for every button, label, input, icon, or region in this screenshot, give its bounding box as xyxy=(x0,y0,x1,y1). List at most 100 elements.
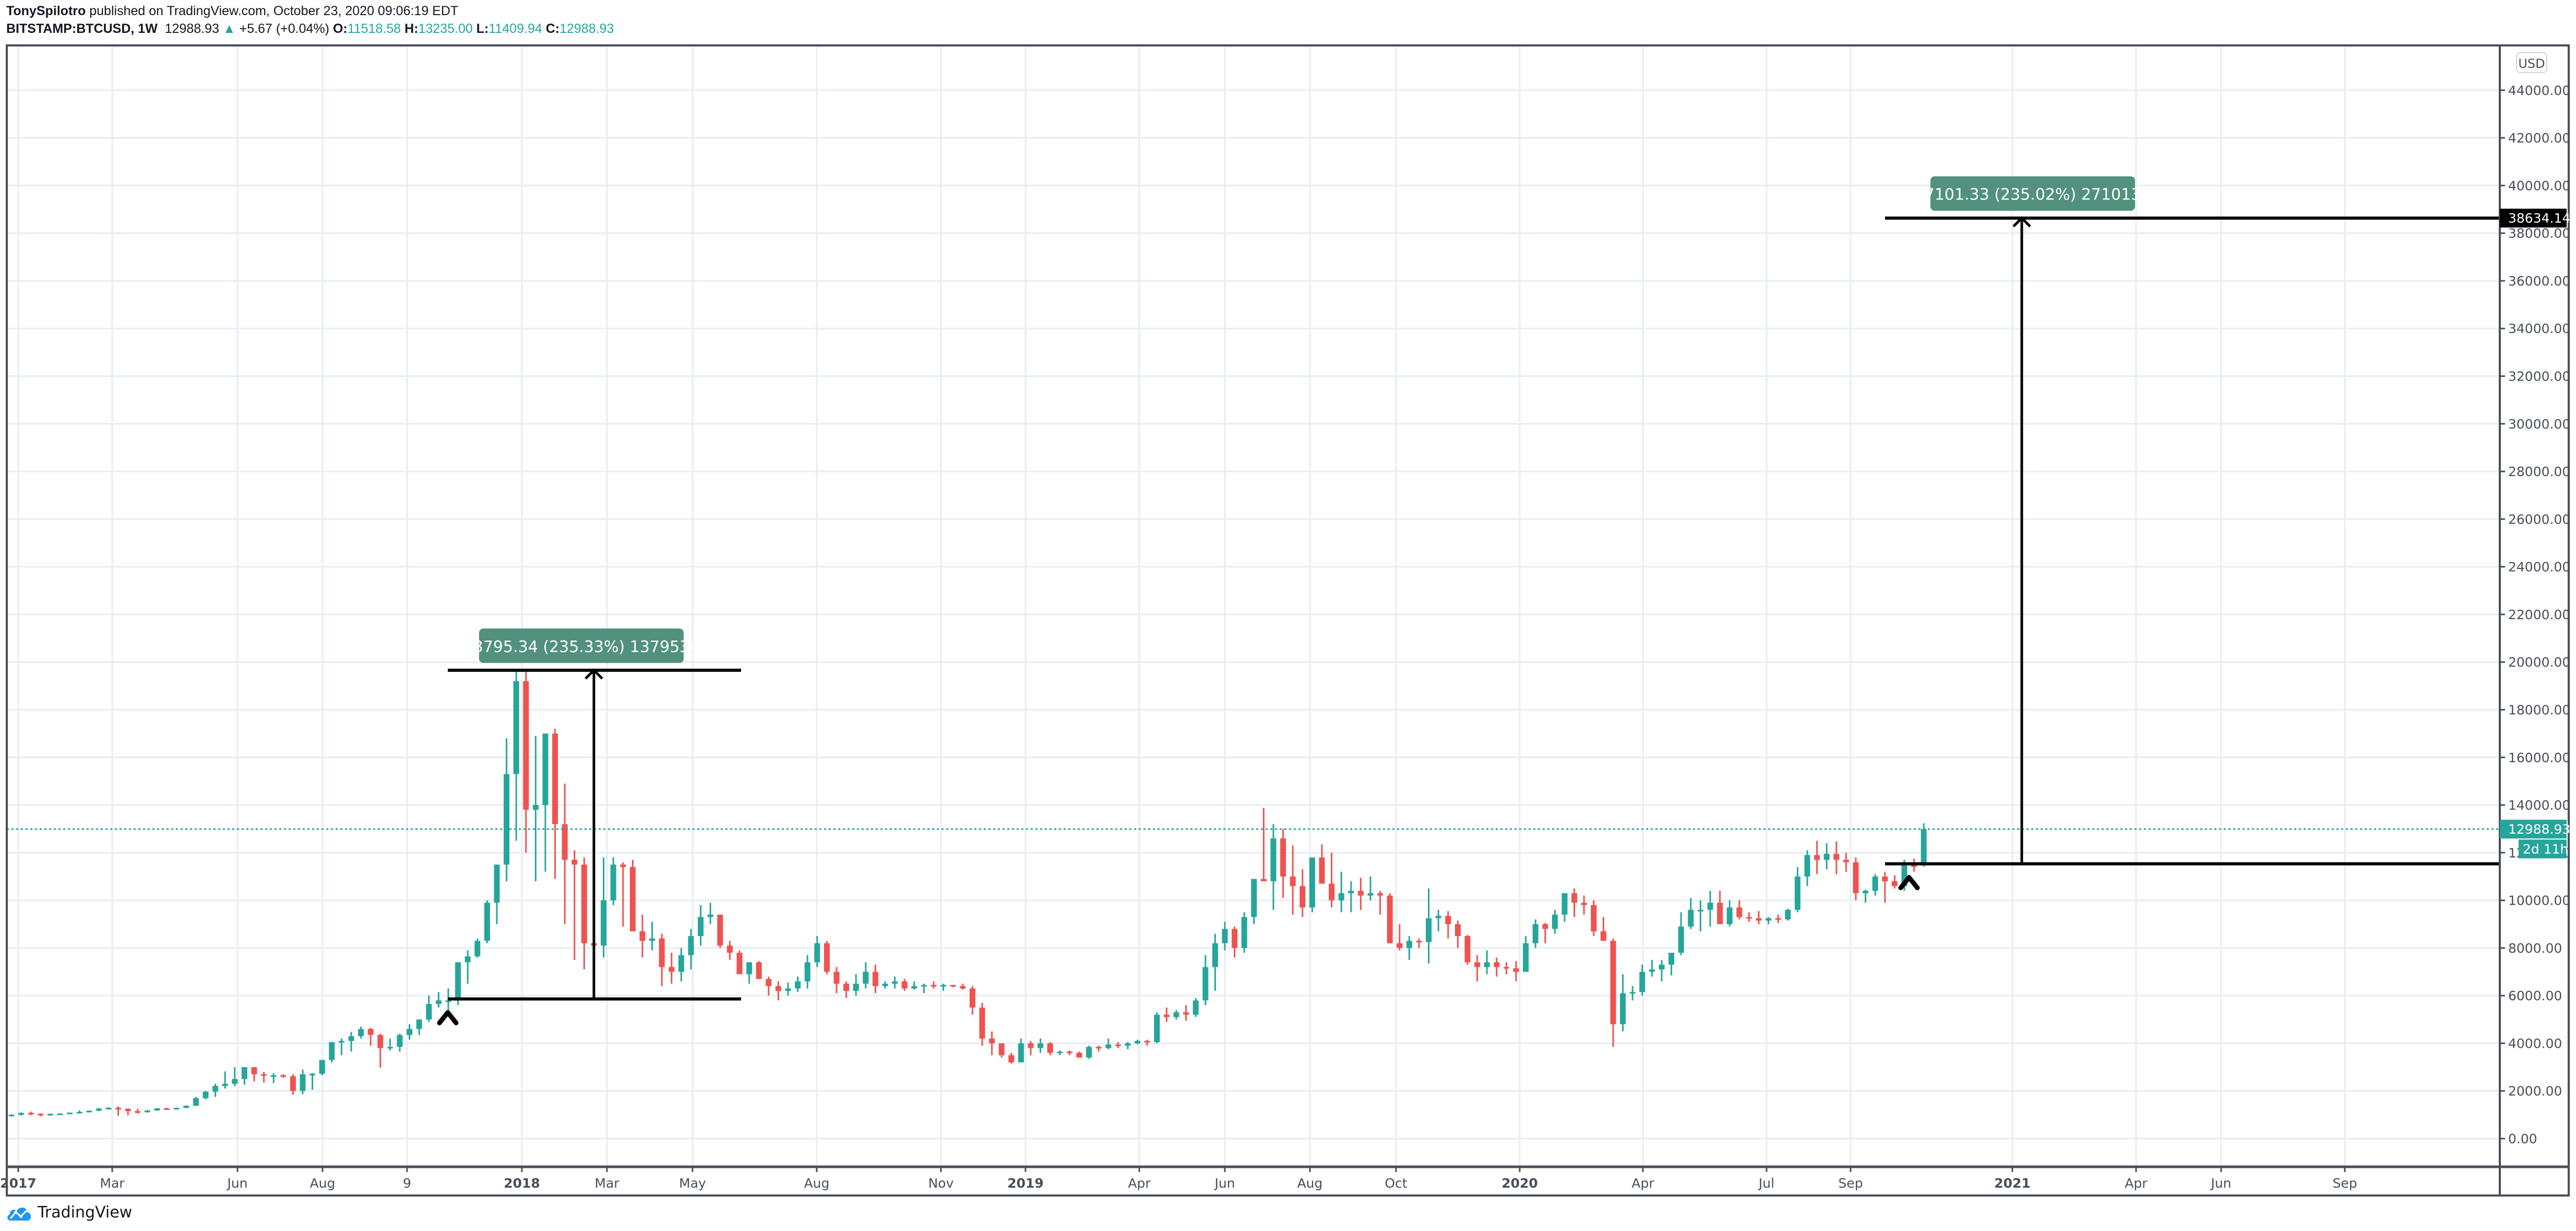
symbol-name: BITSTAMP:BTCUSD, 1W xyxy=(6,21,158,36)
candle-body xyxy=(1600,931,1606,941)
candle-body xyxy=(1095,1047,1102,1049)
candle-body xyxy=(620,865,626,867)
candle-up xyxy=(407,1024,413,1040)
measure-drawings[interactable]: 13795.34 (235.33%) 1379534 27101.33 (235.… xyxy=(7,176,2500,1025)
price-tick-label: 38000.00 xyxy=(2508,226,2570,241)
candle-up xyxy=(1338,871,1344,913)
candle-down xyxy=(736,950,743,975)
candle-body xyxy=(1474,962,1481,967)
candle-body xyxy=(901,981,908,989)
price-range-measure[interactable]: 13795.34 (235.33%) 1379534 xyxy=(448,628,741,1001)
candle-body xyxy=(1794,876,1800,910)
candle-up xyxy=(1202,955,1209,1005)
candle-up xyxy=(1125,1042,1131,1049)
price-tick-label: 22000.00 xyxy=(2508,607,2570,622)
candle-down xyxy=(1280,828,1286,898)
candle-body xyxy=(1882,876,1888,882)
candle-up xyxy=(1552,909,1558,934)
candle-down xyxy=(717,914,723,948)
candle-up xyxy=(397,1034,403,1052)
candle-body xyxy=(717,914,723,946)
candle-body xyxy=(1717,903,1723,925)
candle-up xyxy=(96,1108,102,1111)
candle-body xyxy=(1066,1051,1072,1054)
candle-body xyxy=(843,984,850,991)
candle-body xyxy=(1853,862,1859,893)
candle-down xyxy=(969,986,975,1015)
candle-up xyxy=(1086,1046,1092,1059)
candle-up xyxy=(853,974,859,996)
price-tick-label: 8000.00 xyxy=(2508,941,2562,956)
candle-down xyxy=(1756,911,1762,925)
price-axis[interactable]: USD 44000.00 42000.00 40000.00 38000.00 36000… xyxy=(2500,52,2570,1146)
candle-body xyxy=(474,941,481,956)
candle-body xyxy=(1222,929,1228,943)
candle-down xyxy=(901,979,908,991)
candle-down xyxy=(775,981,781,1001)
candle-down xyxy=(1814,841,1820,874)
close-value: 12988.93 xyxy=(559,21,614,36)
candle-up xyxy=(1639,964,1645,996)
candle-body xyxy=(1454,924,1461,937)
candle-body xyxy=(804,962,810,981)
candle-up xyxy=(1484,950,1490,975)
candle-up xyxy=(542,733,548,872)
price-range-measure[interactable]: 27101.33 (235.02%) 2710133 xyxy=(1885,176,2500,866)
time-axis[interactable]: 2017 Mar Jun Aug 9 2018 Mar May Aug Nov 2019 Apr Jun… xyxy=(0,1167,2357,1191)
author-name[interactable]: TonySpilotro xyxy=(6,4,86,18)
candle-up xyxy=(348,1032,354,1052)
candle-body xyxy=(358,1029,364,1036)
candle-down xyxy=(1591,900,1597,937)
candle-body xyxy=(688,936,694,955)
candle-up xyxy=(1426,888,1432,964)
tradingview-brand[interactable]: TradingView xyxy=(6,1203,132,1222)
candle-up xyxy=(940,984,947,991)
candle-up xyxy=(1348,881,1354,913)
candle-body xyxy=(989,1038,995,1044)
candle-body xyxy=(1668,953,1675,965)
candle-up xyxy=(309,1073,316,1090)
candle-down xyxy=(1028,1040,1034,1056)
candle-down xyxy=(1454,920,1461,948)
candle-down xyxy=(1076,1051,1082,1058)
candle-body xyxy=(1435,916,1441,918)
candle-body xyxy=(698,917,704,937)
candle-body xyxy=(38,1114,44,1116)
candle-down xyxy=(1600,917,1606,941)
candle-body xyxy=(1561,893,1568,915)
candle-up xyxy=(1523,936,1529,972)
candle-body xyxy=(426,1004,432,1020)
candle-body xyxy=(1008,1055,1015,1062)
candle-body xyxy=(1707,903,1713,910)
measure-label-text: 13795.34 (235.33%) 1379534 xyxy=(463,638,700,656)
candle-body xyxy=(571,860,578,865)
candle-body xyxy=(1202,967,1209,1001)
candle-up xyxy=(601,857,607,958)
candle-body xyxy=(1484,962,1490,967)
price-tick-label: 36000.00 xyxy=(2508,274,2570,289)
candle-body xyxy=(1086,1047,1092,1058)
candle-up xyxy=(1309,857,1315,913)
candle-down xyxy=(1853,857,1859,901)
candle-body xyxy=(1571,893,1578,903)
currency-label: USD xyxy=(2518,56,2545,71)
candle-up xyxy=(746,962,753,984)
candle-down xyxy=(523,671,529,853)
time-tick-label: 2018 xyxy=(504,1176,540,1191)
candle-up xyxy=(1863,890,1869,903)
candle-up xyxy=(1192,998,1199,1017)
time-tick-label: 9 xyxy=(403,1176,411,1191)
candle-body xyxy=(1843,860,1849,862)
candle-up xyxy=(1707,891,1713,927)
candle-up xyxy=(785,983,791,996)
currency-button[interactable]: USD xyxy=(2516,52,2547,73)
candle-body xyxy=(1173,1012,1179,1017)
candle-up xyxy=(86,1110,92,1112)
measure-label-box xyxy=(1930,176,2135,211)
candle-up xyxy=(795,976,801,992)
candle-down xyxy=(1397,924,1403,951)
candle-body xyxy=(1678,926,1684,953)
chart-border xyxy=(6,44,2570,1197)
candle-down xyxy=(552,728,558,879)
